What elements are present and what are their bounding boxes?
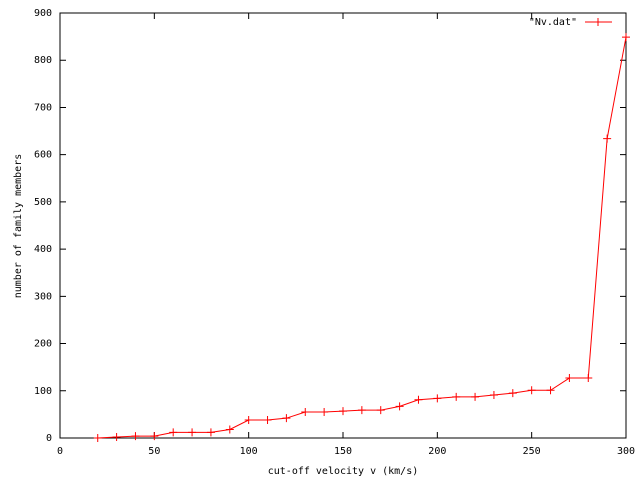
- point-marker: [225, 425, 234, 434]
- y-tick-label: 200: [34, 339, 52, 350]
- legend-label: "Nv.dat": [529, 17, 577, 28]
- x-tick-label: 250: [523, 446, 541, 457]
- point-marker: [395, 402, 404, 411]
- y-tick-label: 100: [34, 386, 52, 397]
- point-marker: [93, 434, 102, 442]
- x-axis-label: cut-off velocity v (km/s): [268, 466, 419, 477]
- x-tick-label: 300: [617, 446, 635, 457]
- y-tick-label: 400: [34, 244, 52, 255]
- plot-border: [59, 12, 627, 439]
- point-marker: [282, 414, 291, 423]
- series-line: [97, 36, 627, 439]
- point-marker: [433, 394, 442, 403]
- y-axis-label: number of family members: [13, 154, 24, 299]
- x-tick-label: 0: [57, 446, 63, 457]
- point-marker: [263, 416, 272, 425]
- point-marker: [131, 432, 140, 441]
- point-marker: [546, 386, 555, 395]
- point-marker: [376, 406, 385, 415]
- point-marker: [320, 408, 329, 417]
- point-marker: [188, 428, 197, 437]
- point-marker: [301, 408, 310, 417]
- point-marker: [603, 134, 612, 143]
- x-tick-label: 150: [334, 446, 352, 457]
- y-tick-label: 700: [34, 102, 52, 113]
- point-marker: [527, 386, 536, 395]
- point-marker: [508, 389, 517, 398]
- point-marker: [414, 395, 423, 404]
- x-tick-label: 200: [428, 446, 446, 457]
- point-marker: [565, 374, 574, 383]
- x-tick-label: 100: [240, 446, 258, 457]
- point-marker: [112, 433, 121, 442]
- point-marker: [150, 432, 159, 441]
- point-marker: [452, 392, 461, 401]
- y-tick-label: 500: [34, 197, 52, 208]
- point-marker: [169, 428, 178, 437]
- point-marker: [622, 33, 630, 42]
- point-marker: [357, 406, 366, 415]
- point-marker: [471, 392, 480, 401]
- point-marker: [489, 391, 498, 400]
- y-tick-label: 800: [34, 55, 52, 66]
- x-tick-label: 50: [148, 446, 160, 457]
- legend-marker: [594, 18, 602, 26]
- point-marker: [206, 428, 215, 437]
- point-marker: [584, 374, 593, 383]
- y-tick-label: 300: [34, 291, 52, 302]
- y-tick-label: 0: [46, 433, 52, 444]
- point-marker: [339, 407, 347, 416]
- point-marker: [244, 416, 253, 425]
- y-tick-label: 900: [34, 8, 52, 19]
- y-tick-label: 600: [34, 150, 52, 161]
